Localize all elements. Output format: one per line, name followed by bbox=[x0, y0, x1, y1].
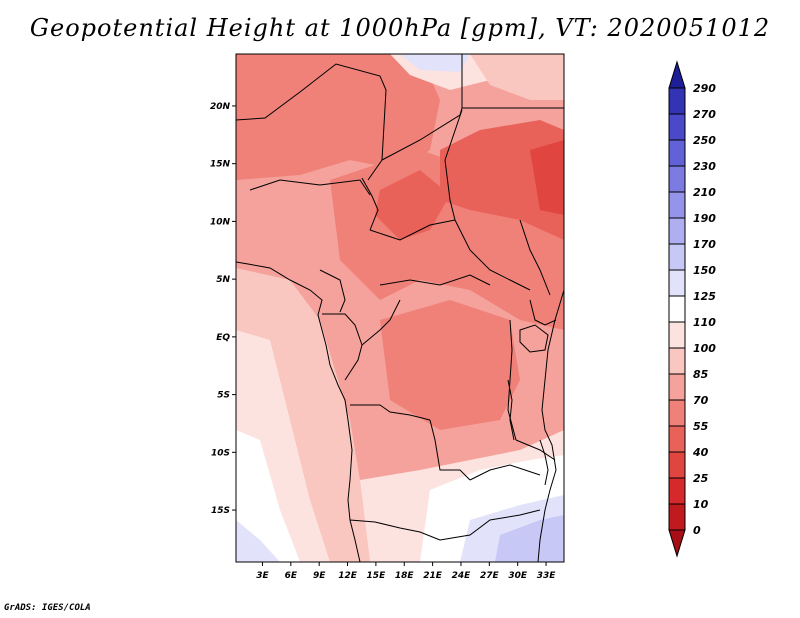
x-tick-label: 6E bbox=[285, 571, 298, 581]
colorbar-swatch bbox=[668, 477, 686, 505]
field-atlantic-blue bbox=[236, 520, 280, 562]
x-axis: 3E 6E 9E 12E 15E 18E 21E 24E 27E 30E 33E bbox=[256, 562, 556, 581]
field-northeast-pale bbox=[470, 54, 564, 100]
border-angola-south bbox=[349, 519, 441, 541]
colorbar-swatch bbox=[668, 243, 686, 271]
colorbar-label: 270 bbox=[693, 108, 716, 121]
field-congo-low bbox=[380, 300, 520, 430]
plot-frame bbox=[235, 53, 565, 563]
colorbar-swatch bbox=[668, 399, 686, 427]
x-tick-label: 3E bbox=[256, 571, 269, 581]
border-ethiopia-west bbox=[519, 219, 551, 296]
x-tick-label: 15E bbox=[367, 571, 387, 581]
border-angola-east bbox=[429, 419, 471, 481]
border-angola-north bbox=[350, 404, 431, 421]
colorbar-label: 230 bbox=[693, 160, 716, 173]
field-north-high-core bbox=[400, 54, 470, 72]
x-tick-label: 24E bbox=[452, 571, 472, 581]
colorbar-label: 110 bbox=[693, 316, 716, 329]
colorbar-swatch bbox=[668, 87, 686, 115]
border-zambia bbox=[469, 464, 541, 481]
lake-malawi bbox=[539, 439, 549, 486]
border-drc-west bbox=[361, 299, 401, 346]
y-tick-label: 20N bbox=[210, 102, 231, 112]
field-northwest-low bbox=[236, 54, 440, 180]
colorbar-swatch bbox=[668, 321, 686, 349]
colorbar-label: 150 bbox=[693, 264, 716, 277]
colorbar-label: 40 bbox=[692, 446, 709, 459]
colorbar-label: 190 bbox=[693, 212, 716, 225]
coastline-west-africa bbox=[236, 261, 361, 562]
x-tick-label: 21E bbox=[423, 571, 443, 581]
colorbar-label: 0 bbox=[693, 524, 701, 537]
border-drc-east bbox=[507, 319, 517, 441]
border-lake-chad-region bbox=[361, 177, 379, 231]
colorbar-label: 210 bbox=[693, 186, 716, 199]
field-northeast-core bbox=[530, 140, 564, 215]
border-gabon-congo bbox=[322, 313, 363, 381]
colorbar-swatch bbox=[668, 451, 686, 479]
border-south-sudan bbox=[454, 219, 531, 291]
border-sahara-north bbox=[236, 63, 387, 181]
colorbar-label: 55 bbox=[693, 420, 709, 433]
y-tick-label: 10S bbox=[211, 448, 230, 458]
border-cameroon bbox=[319, 269, 346, 313]
colorbar-swatch bbox=[668, 373, 686, 401]
lake-tanganyika bbox=[507, 379, 515, 441]
border-nigeria-north bbox=[249, 179, 371, 196]
colorbar-swatch bbox=[668, 295, 686, 323]
country-borders bbox=[236, 54, 564, 562]
x-tick-label: 9E bbox=[313, 571, 326, 581]
x-tick-label: 30E bbox=[508, 571, 528, 581]
colorbar-label: 125 bbox=[693, 290, 716, 303]
border-car-north bbox=[369, 219, 456, 241]
colorbar-swatch bbox=[668, 165, 686, 193]
colorbar-swatch bbox=[668, 269, 686, 297]
x-tick-label: 12E bbox=[338, 571, 358, 581]
colorbar-label: 250 bbox=[693, 134, 716, 147]
colorbar-label: 85 bbox=[693, 368, 709, 381]
colorbar-label: 70 bbox=[693, 394, 709, 407]
field-chad-low bbox=[375, 170, 450, 240]
y-tick-label: 5S bbox=[217, 391, 230, 401]
x-tick-label: 18E bbox=[395, 571, 415, 581]
colorbar-swatch bbox=[668, 191, 686, 219]
field-atlantic-white bbox=[236, 430, 300, 562]
y-tick-label: 10N bbox=[210, 217, 231, 227]
field-southeast-core bbox=[495, 515, 564, 562]
colorbar-bottom-triangle bbox=[668, 529, 686, 558]
border-kenya bbox=[529, 299, 557, 326]
colorbar-label: 25 bbox=[693, 472, 709, 485]
colorbar-swatch bbox=[668, 113, 686, 141]
border-tanzania bbox=[515, 439, 556, 461]
border-car-south bbox=[379, 274, 491, 286]
colorbar-label: 170 bbox=[693, 238, 716, 251]
x-tick-label: 27E bbox=[480, 571, 500, 581]
y-axis: 20N 15N 10N 5N EQ 5S 10S 15S bbox=[210, 102, 236, 516]
colorbar-top-triangle bbox=[668, 60, 686, 89]
colorbar-label: 290 bbox=[693, 82, 716, 95]
colorbar-swatch bbox=[668, 139, 686, 167]
colorbar: 2902702502302101901701501251101008570554… bbox=[668, 60, 716, 558]
colorbar-swatch bbox=[668, 503, 686, 531]
y-tick-label: EQ bbox=[216, 333, 230, 343]
x-tick-label: 33E bbox=[537, 571, 557, 581]
colorbar-swatch bbox=[668, 217, 686, 245]
coastline-east-africa bbox=[537, 289, 564, 562]
y-tick-label: 15S bbox=[211, 506, 230, 516]
y-tick-label: 5N bbox=[216, 275, 230, 285]
colorbar-swatch bbox=[668, 425, 686, 453]
border-zambia-south bbox=[439, 509, 541, 541]
chart-title: Geopotential Height at 1000hPa [gpm], VT… bbox=[29, 14, 771, 42]
colorbar-label: 10 bbox=[693, 498, 709, 511]
y-tick-label: 15N bbox=[210, 160, 231, 170]
grads-credit: GrADS: IGES/COLA bbox=[4, 603, 91, 613]
colorbar-label: 100 bbox=[693, 342, 716, 355]
contour-field bbox=[236, 54, 564, 562]
lake-victoria bbox=[519, 324, 549, 353]
border-chad-sudan bbox=[444, 109, 463, 221]
colorbar-swatch bbox=[668, 347, 686, 375]
